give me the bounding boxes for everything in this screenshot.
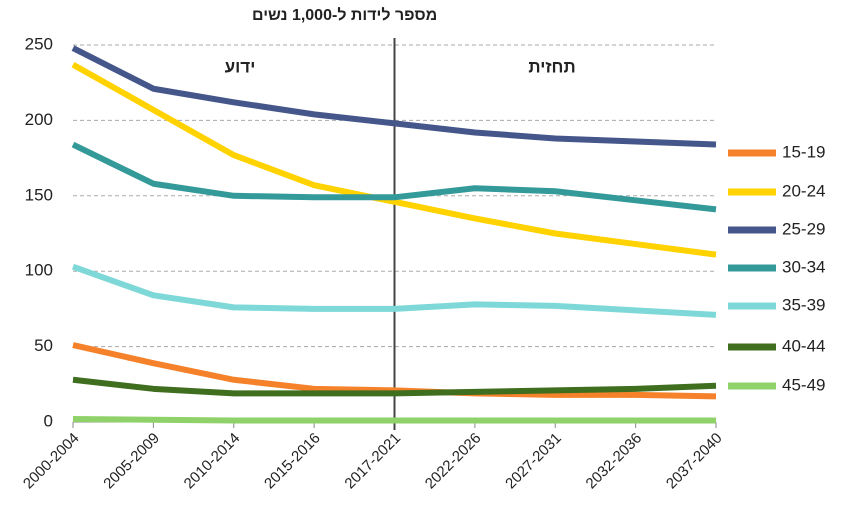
annotation: ידוע [225,57,256,76]
x-tick-label: 2010-2014 [181,430,244,493]
line-series [71,141,717,213]
legend-label: 20-24 [782,181,825,200]
x-tick-label: 2027-2031 [502,430,565,493]
x-tick-label: 2005-2009 [100,430,163,493]
legend-label: 25-29 [782,219,825,238]
y-tick-label: 150 [25,185,53,204]
legend-label: 30-34 [782,257,825,276]
y-tick-label: 250 [25,34,53,53]
x-tick-label: 2017-2021 [341,430,404,493]
line-series [72,376,717,397]
x-tick-label: 2037-2040 [663,430,726,493]
line-series [71,61,717,258]
legend-label: 40-44 [782,336,825,355]
y-tick-label: 50 [34,336,53,355]
x-tick-label: 2000-2004 [20,430,83,493]
line-series [71,263,717,318]
legend-label: 35-39 [782,295,825,314]
y-axis-label: מספר לידות ל-1,000 נשים [252,6,437,24]
y-tick-label: 100 [25,261,53,280]
legend-label: 15-19 [782,142,825,161]
x-tick-label: 2015-2016 [261,430,324,493]
line-series [72,342,717,400]
x-tick-label: 2032-2036 [583,430,646,493]
legend-label: 45-49 [782,375,825,394]
line-series [71,45,717,148]
line-series [72,415,716,424]
annotation: תחזית [528,57,575,76]
x-tick-label: 2022-2026 [422,430,485,493]
y-tick-label: 0 [44,411,53,430]
y-tick-label: 200 [25,110,53,129]
